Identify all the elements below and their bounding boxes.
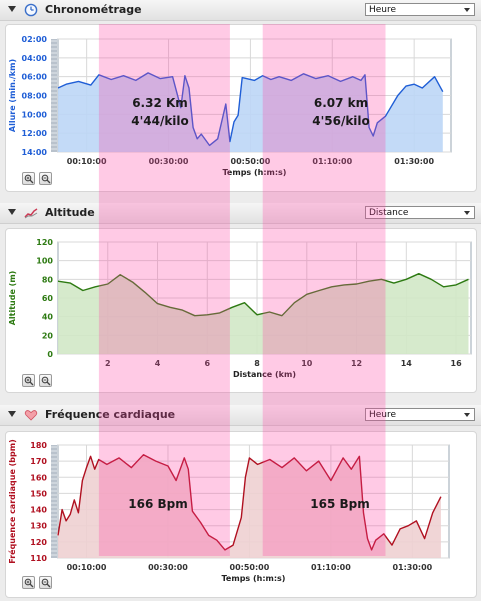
y-tick-label: 06:00: [22, 73, 48, 82]
x-tick-label: 16: [451, 359, 463, 368]
x-tick-label: 00:30:00: [149, 157, 189, 166]
x-tick-label: 00:50:00: [230, 563, 270, 572]
heart-icon: [24, 410, 38, 421]
y-tick-label: 160: [30, 473, 47, 482]
series-line: [57, 72, 444, 147]
y-tick-label: 12:00: [22, 129, 48, 138]
altitude-panel: Altitude Distance 0 20 40 60 80 100 120 2 4 6 8 10 1…: [0, 203, 481, 398]
y-tick-label: 14:00: [22, 148, 48, 157]
zoom-in-button[interactable]: [22, 172, 35, 185]
x-tick-label: 4: [155, 359, 161, 368]
y-tick-label: 80: [42, 275, 54, 284]
series-line: [57, 273, 469, 317]
x-tick-label: 01:30:00: [392, 563, 432, 572]
altitude-icon: [24, 208, 38, 219]
zoom-out-button[interactable]: [39, 576, 52, 589]
pace-panel-title: Chronométrage: [45, 3, 142, 16]
zoom-in-icon: [24, 578, 34, 588]
collapse-pace-toggle[interactable]: [8, 6, 16, 12]
heart-rate-panel: Fréquence cardiaque Heure 110 120 130 140 15…: [0, 405, 481, 600]
x-axis-title: Distance (km): [233, 370, 296, 379]
x-tick-label: 00:10:00: [67, 563, 107, 572]
x-tick-label: 12: [351, 359, 362, 368]
zoom-in-button[interactable]: [22, 576, 35, 589]
zoom-in-icon: [24, 174, 34, 184]
zoom-out-icon: [41, 578, 51, 588]
pace-chart-area: 02:00 04:00 06:00 08:00 10:00 12:00 14:00 00:10…: [5, 24, 477, 192]
altitude-chart: 0 20 40 60 80 100 120 2 4 6 8 10 12 14 16 Distance (km)…: [8, 238, 472, 379]
altitude-panel-header: Altitude Distance: [0, 203, 481, 224]
y-tick-label: 130: [30, 522, 47, 531]
heart-rate-panel-header: Fréquence cardiaque Heure: [0, 405, 481, 426]
y-tick-label: 04:00: [22, 54, 48, 63]
y-tick-label: 100: [36, 257, 53, 266]
zoom-out-icon: [41, 376, 51, 386]
series-area: [58, 454, 441, 558]
zoom-out-button[interactable]: [39, 172, 52, 185]
heart-rate-x-axis-select[interactable]: Heure: [365, 408, 475, 421]
collapse-altitude-toggle[interactable]: [8, 209, 16, 215]
pace-panel-header: Chronométrage Heure: [0, 0, 481, 21]
y-tick-label: 60: [42, 294, 54, 303]
y-tick-label: 120: [36, 238, 53, 247]
zoom-in-icon: [24, 376, 34, 386]
altitude-x-axis-select[interactable]: Distance: [365, 206, 475, 219]
x-tick-label: 6: [204, 359, 210, 368]
altitude-panel-title: Altitude: [45, 206, 95, 219]
altitude-x-axis-select-value: Distance: [369, 208, 409, 218]
x-tick-label: 01:10:00: [311, 563, 351, 572]
heart-rate-chart: 110 120 130 140 150 160 170 180 00:10:00 00:30:00…: [7, 439, 450, 583]
chevron-down-icon: [464, 8, 470, 12]
y-tick-label: 150: [30, 489, 47, 498]
pace-chart: 02:00 04:00 06:00 08:00 10:00 12:00 14:00 00:10…: [8, 35, 452, 177]
x-tick-label: 00:30:00: [148, 563, 188, 572]
x-tick-label: 00:10:00: [67, 157, 107, 166]
y-tick-label: 02:00: [22, 35, 48, 44]
pace-panel: Chronométrage Heure 02:00 04:00 06:00 08:00…: [0, 0, 481, 200]
y-tick-label: 170: [30, 457, 47, 466]
x-tick-label: 2: [105, 359, 111, 368]
clock-icon: [24, 3, 38, 17]
x-tick-label: 8: [254, 359, 260, 368]
y-axis-scroll-strip[interactable]: [51, 445, 57, 558]
y-tick-label: 0: [47, 350, 53, 359]
x-axis-title: Temps (h:m:s): [222, 574, 286, 583]
x-tick-label: 14: [401, 359, 413, 368]
altitude-chart-area: 0 20 40 60 80 100 120 2 4 6 8 10 12 14 16 Distance (km)…: [5, 228, 477, 393]
y-tick-label: 140: [30, 506, 47, 515]
x-tick-label: 01:30:00: [394, 157, 434, 166]
zoom-in-button[interactable]: [22, 374, 35, 387]
heart-rate-x-axis-select-value: Heure: [369, 410, 397, 420]
y-tick-label: 180: [30, 441, 47, 450]
y-tick-label: 110: [30, 554, 47, 563]
heart-rate-panel-title: Fréquence cardiaque: [45, 408, 176, 421]
y-tick-label: 10:00: [22, 110, 48, 119]
x-tick-label: 10: [301, 359, 313, 368]
y-tick-label: 120: [30, 538, 47, 547]
y-tick-label: 40: [42, 313, 54, 322]
pace-x-axis-select-value: Heure: [369, 5, 397, 15]
collapse-heart-rate-toggle[interactable]: [8, 411, 16, 417]
y-axis-title: Fréquence cardiaque (bpm): [7, 439, 17, 564]
y-tick-label: 08:00: [22, 92, 48, 101]
y-tick-label: 20: [42, 331, 54, 340]
chevron-down-icon: [464, 413, 470, 417]
pace-x-axis-select[interactable]: Heure: [365, 3, 475, 16]
x-axis-title: Temps (h:m:s): [223, 168, 287, 177]
y-axis-scroll-strip[interactable]: [51, 39, 57, 152]
y-axis-title: Allure (min./km): [8, 59, 17, 132]
x-tick-label: 01:10:00: [312, 157, 352, 166]
zoom-out-button[interactable]: [39, 374, 52, 387]
series-area: [58, 72, 443, 152]
chevron-down-icon: [464, 211, 470, 215]
x-tick-label: 00:50:00: [231, 157, 271, 166]
heart-rate-chart-area: 110 120 130 140 150 160 170 180 00:10:00 00:30:00…: [5, 431, 477, 598]
y-axis-title: Altitude (m): [8, 271, 17, 326]
zoom-out-icon: [41, 174, 51, 184]
series-line: [57, 454, 442, 551]
